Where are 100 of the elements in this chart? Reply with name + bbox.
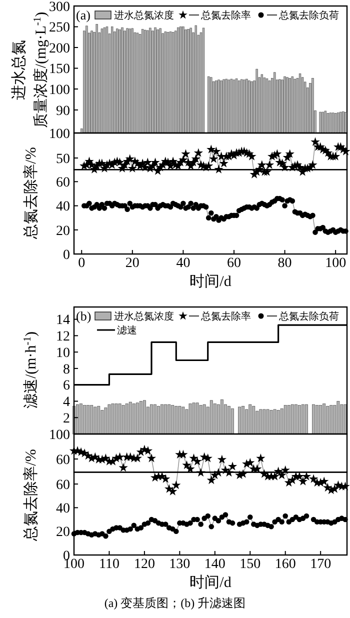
legend-label: 进水总氮浓度 [114,10,174,22]
bar [90,405,94,434]
y-tick-label: 20 [56,525,70,540]
y-axis-title: 总氮去除率/% [22,147,40,240]
legend-label: 总氮去除率 [200,310,251,322]
x-tick-label: 120 [134,557,155,572]
y-tick-label: 14 [56,313,70,328]
y-tick-label: 150 [49,62,70,78]
x-tick-label: 80 [278,256,292,271]
y-tick-label: 10 [56,346,70,361]
y-tick-label: 20 [56,224,70,239]
y-tick-label: 2 [63,412,70,427]
legend-label: 总氮去除负荷 [278,10,339,22]
y-tick-label: 8 [63,362,70,378]
y-tick-label: 250 [49,20,70,36]
bar [114,404,118,434]
bar [100,410,104,434]
bar [182,406,185,434]
bar [333,405,336,434]
bar [174,406,178,434]
legend-label: 滤速 [117,324,137,336]
bar [104,408,108,434]
bar [270,410,273,434]
x-tick-label: 170 [310,557,332,572]
bar [322,404,326,434]
bar [316,405,318,434]
bar [228,406,230,434]
bar [143,400,146,434]
bar [160,404,164,434]
bar [276,410,280,434]
bar [262,409,266,434]
bar [344,404,347,434]
bar [150,404,153,434]
x-tick-label: 100 [325,256,346,271]
bar [210,400,213,434]
x-tick-label: 110 [98,557,120,572]
bar [164,404,168,434]
bar [302,404,304,434]
x-tick-label: 20 [125,256,140,271]
bar [199,405,202,434]
bar [340,404,344,434]
y-tick-label: 60 [56,478,70,493]
bar [188,404,192,434]
bar [248,404,252,434]
y-tick-label: 60 [56,176,70,191]
y-tick-label: 40 [56,200,70,215]
y-tick-label: 100 [49,82,70,98]
bar [273,409,276,434]
bar [312,404,315,434]
bar [171,405,174,434]
bar [238,406,242,434]
bar [231,408,234,434]
bar [196,402,199,434]
bar [154,404,156,434]
y-tick-label: 4 [63,395,70,410]
bar [336,401,340,434]
bar [111,404,114,434]
bar [80,404,82,434]
bar [326,406,330,434]
x-tick-label: 160 [274,557,296,572]
bar [132,404,136,434]
x-tick-label: 0 [78,256,86,271]
y-tick-label: 90 [56,104,70,119]
y-tick-label: 100 [49,126,70,142]
y-tick-label: 200 [49,41,70,56]
annotation: (a) [76,8,90,23]
bar [118,404,122,434]
x-tick-label: 40 [176,256,190,271]
bar [108,404,111,434]
bar [202,404,206,434]
x-tick-label: 150 [240,557,261,572]
bar [139,401,142,434]
bar [86,405,90,434]
y-tick-label: 100 [49,428,70,443]
bar [97,406,100,434]
legend-label: 总氮去除率 [200,10,251,22]
bar [284,405,287,434]
x-tick-label: 140 [204,557,226,572]
y-tick-label: 60 [56,452,70,468]
bar [305,404,308,434]
x-tick-label: 60 [226,256,241,271]
bar [266,409,270,434]
y-tick-label: 300 [49,0,70,15]
bar [213,404,216,434]
bar [76,404,79,434]
bar [287,405,290,434]
text: (a) 变基质图；(b) 升滤速图 [104,596,246,610]
bar [83,405,86,434]
bar [192,402,196,434]
bar [330,405,333,434]
bar [128,402,132,434]
y-tick-label: 6 [63,378,70,394]
x-tick-label: 130 [169,557,190,572]
legend-label: 总氮去除负荷 [278,310,339,322]
x-axis-title: 时间/d [190,574,232,591]
x-axis-title: 时间/d [190,273,232,290]
bar [125,404,128,434]
bar [94,406,97,434]
bar [280,408,284,434]
bar [157,406,160,434]
